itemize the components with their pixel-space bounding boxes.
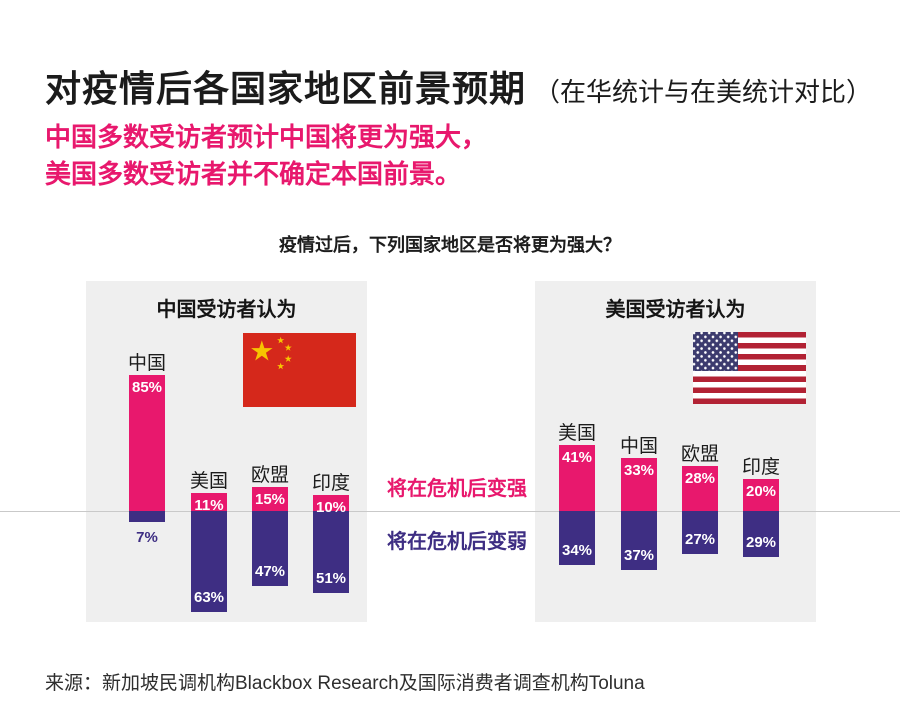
weaker-segment: 27% [682, 511, 718, 554]
bar-country-label: 美国 [557, 423, 596, 444]
stronger-value: 11% [194, 497, 224, 514]
weaker-segment: 51% [313, 511, 349, 593]
bar-group-美国: 美国 41% 34% [558, 281, 596, 622]
bar-country-label: 印度 [741, 457, 780, 478]
stronger-segment: 15% [252, 487, 288, 511]
title-row: 对疫情后各国家地区前景预期 （在华统计与在美统计对比） [45, 60, 872, 112]
subtitle: 中国多数受访者预计中国将更为强大， 美国多数受访者并不确定本国前景。 [45, 119, 487, 193]
stronger-segment: 28% [682, 466, 718, 511]
page-title-suffix: （在华统计与在美统计对比） [534, 77, 873, 107]
page-title: 对疫情后各国家地区前景预期 [45, 68, 527, 109]
stronger-segment: 11% [191, 493, 227, 514]
legend-weaker: 将在危机后变弱 [387, 531, 527, 553]
us-respondents-panel: 美国受访者认为 美国 41% 34% 中国 33% 37% 欧盟 28% 27% 印度 20% 29% [535, 281, 816, 622]
bar-country-label: 中国 [127, 353, 166, 374]
source-note: 来源：新加坡民调机构Blackbox Research及国际消费者调查机构Tol… [45, 673, 645, 694]
weaker-segment: 34% [559, 511, 595, 565]
bar-country-label: 印度 [311, 473, 350, 494]
weaker-segment [129, 511, 165, 522]
stronger-value: 41% [561, 449, 593, 466]
stronger-segment: 20% [743, 479, 779, 511]
weaker-value: 29% [745, 534, 777, 551]
subtitle-line-2: 美国多数受访者并不确定本国前景。 [45, 159, 462, 189]
china-flag-icon [243, 333, 356, 407]
stronger-value: 10% [315, 499, 347, 516]
stronger-value: 33% [623, 462, 655, 479]
stronger-value: 85% [131, 379, 163, 396]
survey-question: 疫情过后，下列国家地区是否将更为强大？ [279, 235, 621, 255]
bar-country-label: 欧盟 [250, 465, 289, 486]
stronger-segment: 33% [621, 458, 657, 511]
stronger-value: 20% [745, 483, 777, 500]
bar-country-label: 美国 [189, 471, 228, 492]
stronger-value: 28% [684, 470, 716, 487]
weaker-segment: 47% [252, 511, 288, 586]
bar-group-中国: 中国 85% 7% [128, 281, 166, 622]
us-flag-icon [693, 332, 806, 404]
weaker-value: 7% [136, 529, 158, 546]
weaker-value: 34% [561, 542, 593, 559]
weaker-segment: 29% [743, 511, 779, 557]
weaker-segment: 37% [621, 511, 657, 570]
panel-bars: 美国 41% 34% 中国 33% 37% 欧盟 28% 27% 印度 20% 29% [535, 281, 816, 622]
weaker-value: 27% [684, 531, 716, 548]
legend-stronger: 将在危机后变强 [387, 478, 527, 500]
panel-bars: 中国 85% 7% 美国 11% 63% 欧盟 15% 47% 印度 10% 51% [86, 281, 367, 622]
bar-group-印度: 印度 10% 51% [312, 281, 350, 622]
panel-title: 美国受访者认为 [605, 299, 746, 321]
bar-group-中国: 中国 33% 37% [620, 281, 658, 622]
panel-title: 中国受访者认为 [156, 299, 297, 321]
china-respondents-panel: 中国受访者认为 中国 85% 7% 美国 11% 63% 欧盟 15% 47% 印度 10% 51% [86, 281, 367, 622]
stronger-value: 15% [254, 491, 286, 508]
bar-country-label: 欧盟 [680, 444, 719, 465]
weaker-segment: 63% [191, 511, 227, 612]
stronger-segment: 10% [313, 495, 349, 516]
subtitle-line-1: 中国多数受访者预计中国将更为强大， [45, 122, 488, 152]
bar-group-欧盟: 欧盟 28% 27% [681, 281, 719, 622]
bar-group-欧盟: 欧盟 15% 47% [251, 281, 289, 622]
bar-country-label: 中国 [619, 436, 658, 457]
weaker-value: 37% [623, 547, 655, 564]
weaker-value: 63% [193, 589, 225, 606]
us-flag-canton [693, 332, 738, 371]
weaker-value: 51% [315, 570, 347, 587]
stronger-segment: 41% [559, 445, 595, 511]
bar-group-美国: 美国 11% 63% [190, 281, 228, 622]
bar-group-印度: 印度 20% 29% [742, 281, 780, 622]
weaker-value: 47% [254, 563, 286, 580]
stronger-segment: 85% [129, 375, 165, 511]
zero-baseline [0, 511, 900, 512]
